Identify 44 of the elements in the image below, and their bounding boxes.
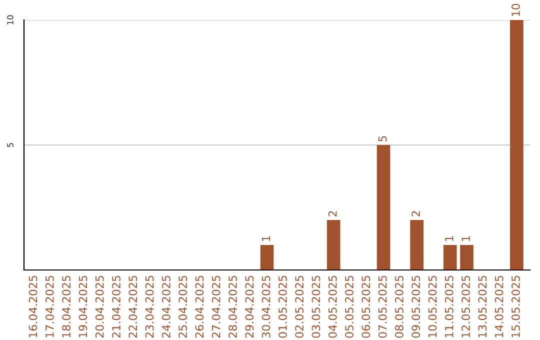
data-label: 1 [445, 236, 454, 241]
data-label: 2 [412, 211, 420, 216]
x-tick-label: 01.05.2025 [278, 276, 287, 338]
x-tick-label: 19.04.2025 [78, 276, 88, 338]
x-tick-label: 20.04.2025 [95, 276, 104, 338]
x-tick-label: 21.04.2025 [112, 276, 120, 338]
x-tick-label: 03.05.2025 [312, 276, 320, 338]
x-tick-label: 14.05.2025 [494, 276, 504, 338]
bar [326, 220, 340, 270]
data-label: 2 [328, 211, 337, 216]
x-tick-label: 23.04.2025 [145, 276, 154, 338]
bar [376, 145, 390, 270]
x-tick-label: 06.05.2025 [362, 276, 370, 338]
x-tick-label: 16.04.2025 [28, 276, 38, 338]
x-tick-label: 07.05.2025 [378, 276, 387, 338]
bar [260, 245, 274, 270]
x-tick-label: 12.05.2025 [462, 276, 470, 338]
x-tick-label: 29.04.2025 [245, 276, 254, 338]
data-label: 5 [378, 136, 387, 142]
x-tick-label: 22.04.2025 [128, 276, 138, 338]
x-tick-label: 15.05.2025 [512, 276, 520, 338]
bar [510, 20, 524, 270]
data-label: 1 [262, 236, 270, 241]
x-tick-label: 05.05.2025 [345, 276, 354, 338]
x-tick-label: 17.04.2025 [45, 276, 54, 338]
x-tick-label: 30.04.2025 [262, 276, 270, 338]
x-tick-label: 13.05.2025 [478, 276, 487, 338]
x-tick-label: 28.04.2025 [228, 276, 237, 338]
bar [410, 220, 424, 270]
x-tick-label: 04.05.2025 [328, 276, 337, 338]
x-tick-label: 02.05.2025 [295, 276, 304, 338]
x-tick-label: 09.05.2025 [412, 276, 420, 338]
x-tick-label: 25.04.2025 [178, 276, 188, 338]
bar [443, 245, 457, 270]
x-tick-label: 26.04.2025 [195, 276, 204, 338]
data-label: 10 [512, 4, 520, 16]
data-label: 1 [462, 236, 470, 241]
x-tick-label: 10.05.2025 [428, 276, 437, 338]
x-tick-label: 27.04.2025 [212, 276, 220, 338]
x-tick-label: 08.05.2025 [394, 276, 404, 338]
x-tick-label: 11.05.2025 [444, 276, 454, 338]
x-tick-label: 18.04.2025 [62, 276, 70, 338]
bar [460, 245, 474, 270]
x-tick-label: 24.04.2025 [162, 276, 170, 338]
